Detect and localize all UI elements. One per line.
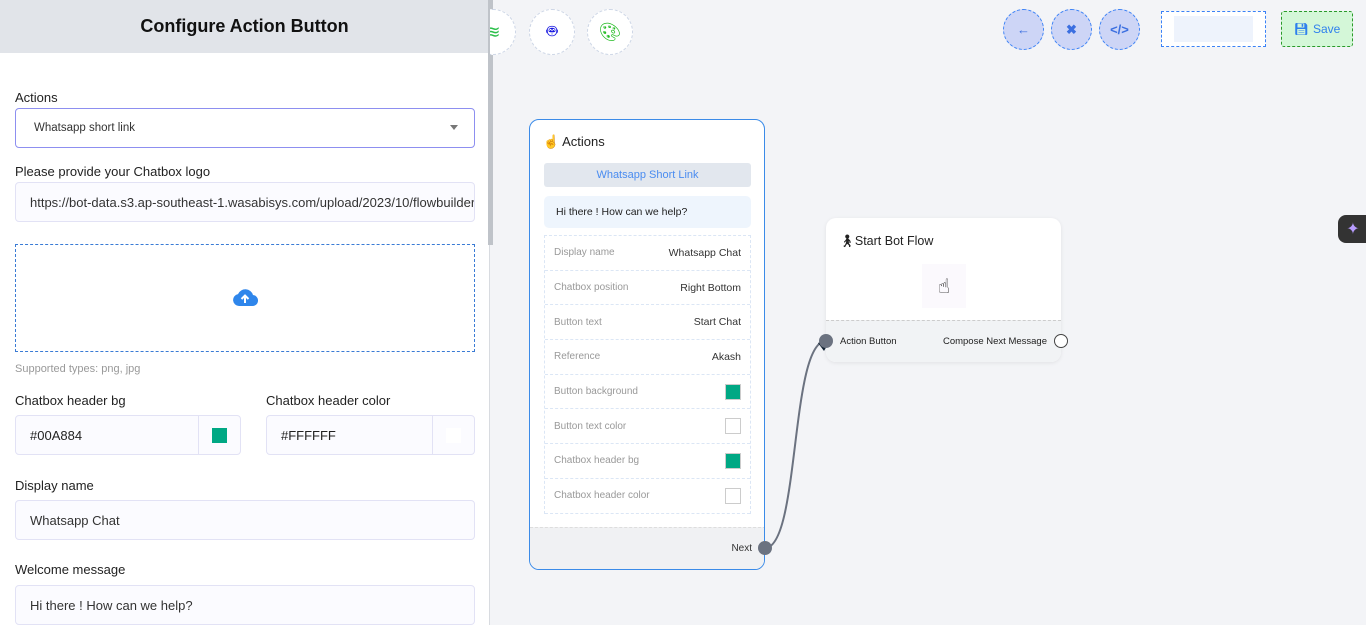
actions-value: Whatsapp short link	[34, 122, 135, 134]
sparkle-icon: ✦	[1346, 221, 1360, 238]
color-swatch	[725, 452, 741, 469]
property-label: Button background	[554, 386, 638, 398]
actions-node-title: ☝ Actions	[543, 134, 605, 150]
compress-icon: ✖	[1066, 21, 1077, 37]
cloud-upload-icon	[233, 289, 258, 307]
welcome-message: Hi there ! How can we help?	[544, 196, 751, 228]
chevron-down-icon	[450, 125, 458, 130]
save-label: Save	[1312, 22, 1341, 36]
panel-scrollbar[interactable]	[488, 0, 493, 245]
input-handle[interactable]	[819, 334, 833, 348]
compose-next-output: Compose Next Message	[942, 336, 1047, 347]
actions-label: Actions	[15, 90, 58, 105]
back-button[interactable]: ←	[1003, 9, 1044, 50]
action-button-input: Action Button	[840, 336, 897, 347]
hand-cursor-icon: ☝︎	[922, 264, 966, 308]
property-label: Display name	[554, 247, 615, 259]
header-color-label: Chatbox header color	[266, 393, 391, 408]
header-color-swatch[interactable]	[432, 416, 474, 454]
start-node-title: 🚶︎Start Bot Flow	[839, 234, 933, 249]
property-label: Reference	[554, 351, 601, 363]
whatsapp-link-button[interactable]: Whatsapp Short Link	[544, 163, 751, 187]
property-label: Button text	[554, 316, 602, 328]
properties-table: Display name Whatsapp Chat Chatbox positio…	[544, 235, 751, 514]
property-row: Button text Start Chat	[545, 305, 750, 341]
logo-url-input[interactable]: https://bot-data.s3.ap-southeast-1.wasab…	[15, 182, 475, 222]
color-swatch	[725, 418, 741, 435]
fit-view-button[interactable]: ✖	[1051, 9, 1092, 50]
panel-title: Configure Action Button	[0, 0, 489, 53]
property-value: Akash	[711, 350, 741, 363]
property-label: Button text color	[554, 420, 627, 432]
supported-types: Supported types: png, jpg	[15, 363, 141, 375]
hand-pointer-icon: ☝	[543, 134, 560, 149]
property-row: Button background	[545, 375, 750, 410]
header-bg-value: #00A884	[30, 427, 83, 443]
actions-node-footer: Next	[530, 527, 764, 569]
property-row: Chatbox header color	[545, 479, 750, 514]
welcome-input[interactable]: Hi there ! How can we help?	[15, 585, 475, 625]
tool-palette-button[interactable]: 🎨︎	[587, 9, 633, 55]
arrow-left-icon: ←	[1017, 22, 1030, 37]
tool-bot-button[interactable]: 🤖︎	[529, 9, 575, 55]
property-row: Reference Akash	[545, 340, 750, 375]
header-bg-swatch[interactable]	[198, 416, 240, 454]
header-bg-input[interactable]: #00A884	[15, 415, 241, 455]
property-row: Chatbox header bg	[545, 444, 750, 479]
actions-node-title-text: Actions	[562, 134, 605, 149]
stack-icon: ≋	[485, 21, 501, 42]
color-swatch	[725, 383, 741, 400]
property-label: Chatbox header bg	[554, 455, 640, 467]
start-bot-flow-node[interactable]: 🚶︎Start Bot Flow ☝︎ Action Button Compos…	[826, 218, 1061, 362]
property-row: Button text color	[545, 409, 750, 445]
welcome-label: Welcome message	[15, 562, 126, 577]
next-label: Next	[731, 543, 752, 554]
code-button[interactable]: </>	[1099, 9, 1140, 50]
property-label: Chatbox header color	[554, 490, 650, 502]
property-value: Start Chat	[693, 316, 741, 329]
upload-dropzone[interactable]	[15, 244, 475, 352]
start-node-footer: Action Button Compose Next Message	[826, 320, 1061, 362]
connection-edge	[764, 340, 827, 549]
floppy-icon: 💾︎	[1293, 22, 1309, 36]
header-bg-label: Chatbox header bg	[15, 393, 126, 408]
config-panel: Configure Action Button Actions Whatsapp…	[0, 0, 490, 625]
property-row: Display name Whatsapp Chat	[545, 236, 750, 271]
actions-node[interactable]: ☝ Actions Whatsapp Short Link Hi there !…	[529, 119, 765, 570]
walking-icon: 🚶︎	[839, 234, 855, 248]
code-icon: </>	[1110, 22, 1129, 37]
actions-select[interactable]: Whatsapp short link	[15, 108, 475, 148]
ai-assist-button[interactable]: ✦	[1338, 215, 1366, 243]
robot-icon: 🤖︎	[546, 20, 558, 41]
property-row: Chatbox position Right Bottom	[545, 271, 750, 306]
header-color-input[interactable]: #FFFFFF	[266, 415, 475, 455]
save-button[interactable]: 💾︎ Save	[1281, 11, 1353, 47]
start-node-title-text: Start Bot Flow	[854, 234, 934, 248]
display-name-input[interactable]: Whatsapp Chat	[15, 500, 475, 540]
flow-name-input[interactable]	[1161, 11, 1266, 47]
color-swatch	[725, 487, 741, 504]
display-name-label: Display name	[15, 478, 94, 493]
header-color-value: #FFFFFF	[281, 427, 336, 443]
logo-label: Please provide your Chatbox logo	[15, 164, 211, 179]
next-handle[interactable]	[758, 541, 772, 555]
property-label: Chatbox position	[554, 282, 629, 294]
output-handle[interactable]	[1054, 334, 1068, 348]
palette-icon: 🎨︎	[598, 21, 622, 42]
property-value: Right Bottom	[680, 281, 741, 294]
property-value: Whatsapp Chat	[668, 246, 741, 259]
